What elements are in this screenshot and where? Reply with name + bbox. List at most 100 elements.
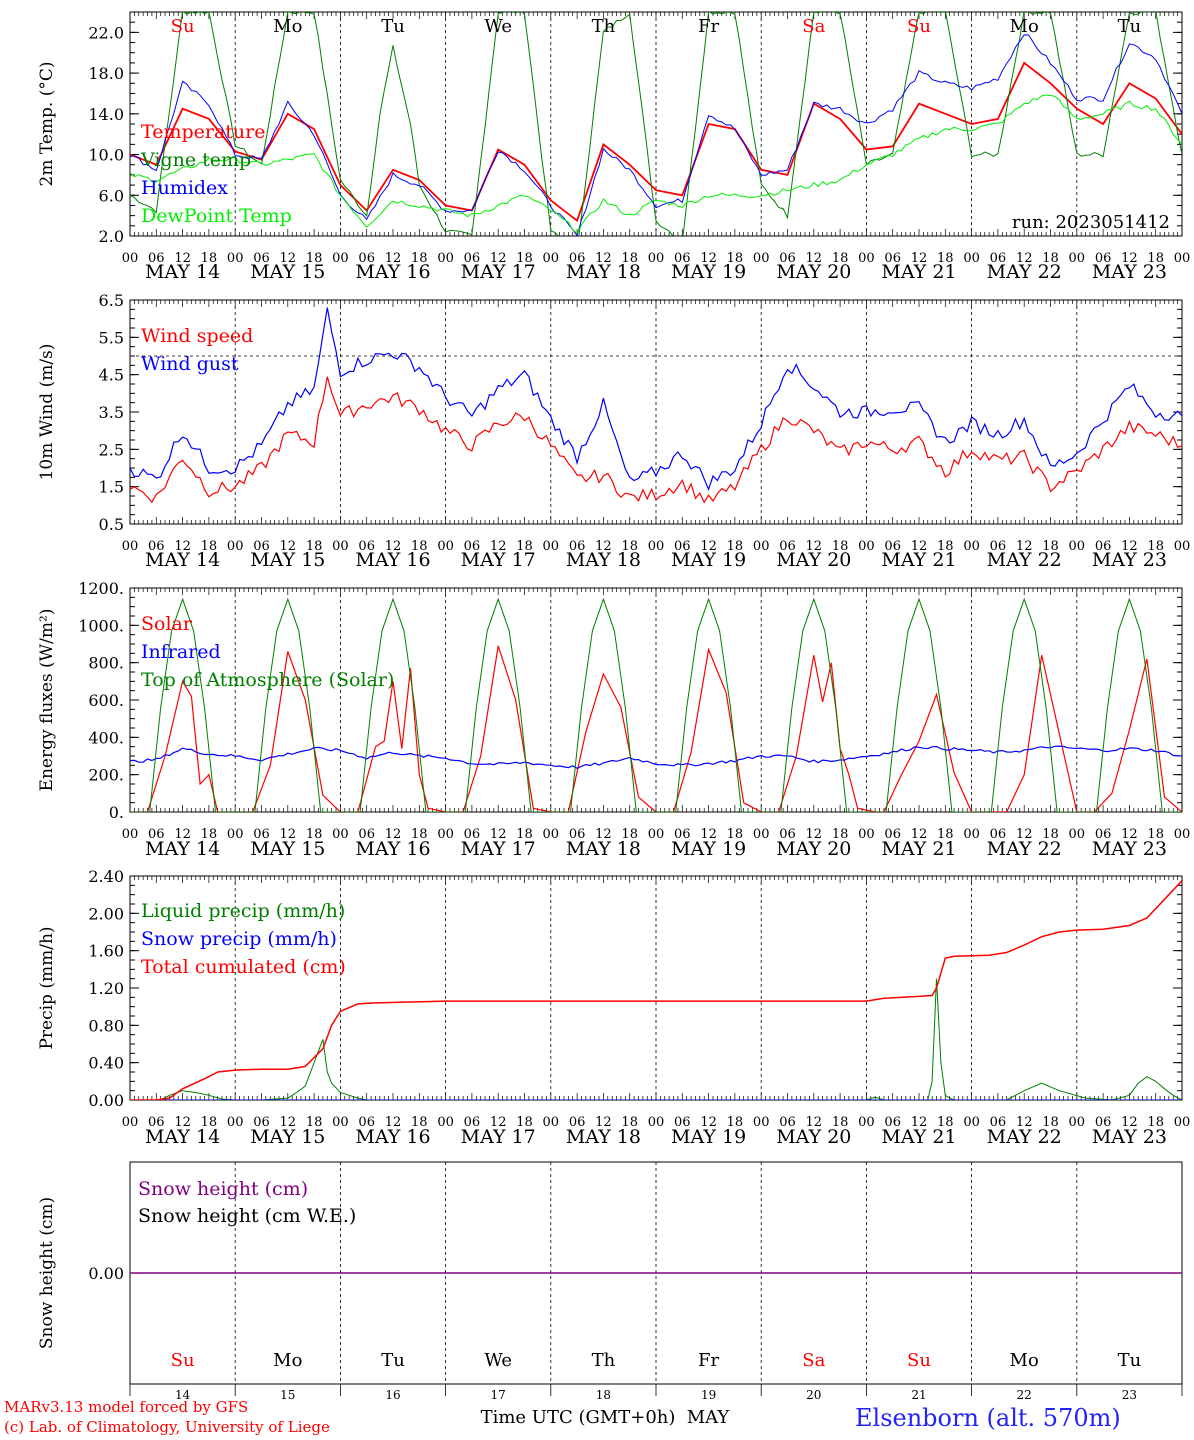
model-credit: MARv3.13 model forced by GFS bbox=[4, 1398, 249, 1416]
weekday-label: Tu bbox=[1118, 16, 1142, 37]
hour-label: 06 bbox=[779, 251, 796, 266]
hour-label: 06 bbox=[990, 1115, 1007, 1130]
hour-label: 18 bbox=[306, 1115, 323, 1130]
hour-label: 00 bbox=[332, 1115, 349, 1130]
hour-label: 18 bbox=[937, 251, 954, 266]
hour-label: 06 bbox=[884, 1115, 901, 1130]
hour-label: 00 bbox=[963, 1115, 980, 1130]
day-number-label: 21 bbox=[911, 1388, 926, 1402]
day-number-label: 18 bbox=[596, 1388, 611, 1402]
date-label: MAY 17 bbox=[461, 549, 536, 571]
hour-label: 12 bbox=[490, 539, 507, 554]
hour-label: 06 bbox=[779, 539, 796, 554]
hour-label: 06 bbox=[990, 251, 1007, 266]
hour-label: 18 bbox=[411, 539, 428, 554]
date-label: MAY 14 bbox=[145, 838, 220, 860]
weekday-label: We bbox=[484, 16, 512, 37]
hour-label: 18 bbox=[832, 251, 849, 266]
hour-label: 00 bbox=[122, 539, 139, 554]
hour-label: 12 bbox=[1016, 827, 1033, 842]
hour-label: 00 bbox=[963, 251, 980, 266]
y-tick-label: 6.0 bbox=[99, 186, 124, 205]
hour-label: 18 bbox=[937, 1115, 954, 1130]
hour-label: 06 bbox=[569, 539, 586, 554]
hour-label: 18 bbox=[621, 1115, 638, 1130]
date-label: MAY 18 bbox=[566, 1126, 641, 1148]
hour-label: 06 bbox=[148, 1115, 165, 1130]
hour-label: 12 bbox=[280, 251, 297, 266]
y-tick-label: 5.5 bbox=[99, 328, 124, 347]
series-line-top-of-atmosphere-solar- bbox=[130, 597, 1182, 812]
legend-entry: Liquid precip (mm/h) bbox=[141, 900, 345, 922]
y-axis-label-temperature: 2m Temp. (°C) bbox=[37, 61, 57, 186]
weekday-label: Sa bbox=[802, 16, 825, 37]
hour-label: 18 bbox=[832, 1115, 849, 1130]
y-tick-label: 200. bbox=[88, 766, 124, 785]
hour-label: 00 bbox=[437, 539, 454, 554]
hour-label: 18 bbox=[727, 251, 744, 266]
hour-label: 06 bbox=[253, 827, 270, 842]
legend-entry: Top of Atmosphere (Solar) bbox=[141, 669, 394, 691]
hour-label: 12 bbox=[700, 251, 717, 266]
series-line-solar bbox=[130, 645, 1182, 812]
hour-label: 06 bbox=[779, 827, 796, 842]
series-line-wind-speed bbox=[130, 376, 1182, 504]
hour-label: 06 bbox=[148, 827, 165, 842]
y-tick-label: 2.00 bbox=[88, 904, 124, 923]
y-tick-label: 10.0 bbox=[88, 146, 124, 165]
hour-label: 18 bbox=[1147, 1115, 1164, 1130]
y-tick-label: 1.60 bbox=[88, 942, 124, 961]
y-tick-label: 0.00 bbox=[88, 1264, 124, 1283]
hour-label: 06 bbox=[674, 1115, 691, 1130]
hour-label: 00 bbox=[858, 251, 875, 266]
hour-label: 12 bbox=[911, 539, 928, 554]
series-line-infrared bbox=[130, 745, 1182, 769]
date-label: MAY 23 bbox=[1092, 261, 1167, 283]
hour-label: 06 bbox=[1095, 539, 1112, 554]
hour-label: 12 bbox=[806, 251, 823, 266]
legend-entry: Total cumulated (cm) bbox=[141, 956, 346, 978]
hour-label: 18 bbox=[1042, 1115, 1059, 1130]
hour-label: 18 bbox=[201, 539, 218, 554]
date-label: MAY 22 bbox=[987, 1126, 1062, 1148]
hour-label: 18 bbox=[306, 539, 323, 554]
hour-label: 00 bbox=[858, 1115, 875, 1130]
hour-label: 06 bbox=[358, 251, 375, 266]
legend-entry: Snow height (cm) bbox=[138, 1178, 308, 1200]
hour-label: 12 bbox=[1016, 539, 1033, 554]
y-tick-label: 400. bbox=[88, 728, 124, 747]
hour-label: 12 bbox=[806, 539, 823, 554]
hour-label: 12 bbox=[1121, 827, 1138, 842]
hour-label: 18 bbox=[516, 1115, 533, 1130]
hour-label: 18 bbox=[621, 251, 638, 266]
hour-label: 18 bbox=[727, 1115, 744, 1130]
hour-label: 18 bbox=[1147, 827, 1164, 842]
hour-label: 06 bbox=[990, 539, 1007, 554]
hour-label: 00 bbox=[963, 539, 980, 554]
hour-label: 12 bbox=[1121, 251, 1138, 266]
panel-frame-wind bbox=[129, 299, 1183, 525]
legend-entry: Solar bbox=[141, 613, 193, 635]
weekday-label-bottom: Fr bbox=[698, 1350, 719, 1371]
hour-label: 00 bbox=[963, 827, 980, 842]
date-label: MAY 15 bbox=[250, 838, 325, 860]
run-annotation: run: 2023051412 bbox=[1012, 212, 1170, 233]
legend-entry: Infrared bbox=[141, 641, 221, 663]
weekday-label: Tu bbox=[381, 16, 405, 37]
hour-label: 12 bbox=[280, 1115, 297, 1130]
y-tick-label: 2.40 bbox=[88, 867, 124, 886]
hour-label: 18 bbox=[1147, 539, 1164, 554]
x-axis-label: Time UTC (GMT+0h) bbox=[481, 1407, 676, 1428]
date-label: MAY 16 bbox=[355, 261, 430, 283]
date-label: MAY 20 bbox=[776, 838, 851, 860]
hour-label: 12 bbox=[385, 1115, 402, 1130]
date-label: MAY 19 bbox=[671, 1126, 746, 1148]
hour-label: 00 bbox=[1174, 1115, 1191, 1130]
hour-label: 18 bbox=[832, 539, 849, 554]
hour-label: 18 bbox=[621, 827, 638, 842]
hour-label: 06 bbox=[464, 251, 481, 266]
hour-label: 18 bbox=[516, 827, 533, 842]
hour-label: 00 bbox=[1069, 827, 1086, 842]
hour-label: 12 bbox=[911, 251, 928, 266]
